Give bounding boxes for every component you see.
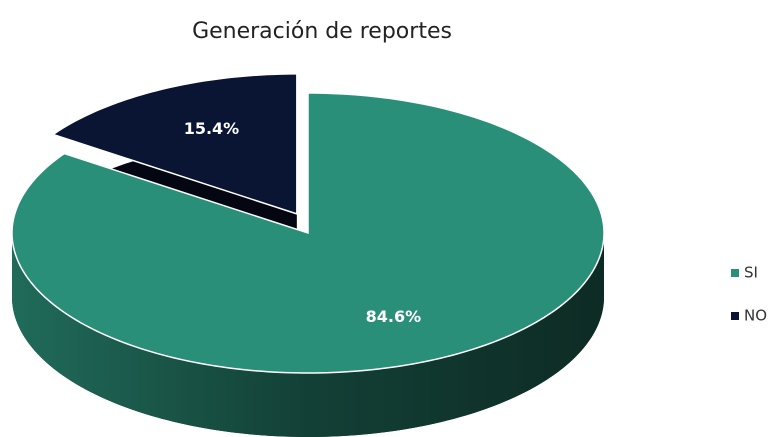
slice (51, 73, 298, 215)
legend-marker (731, 312, 739, 320)
data-label: 15.4% (184, 119, 240, 138)
legend-marker (731, 269, 739, 277)
legend-label: NO (744, 307, 767, 325)
data-label: 84.6% (366, 307, 422, 326)
legend-label: SI (744, 264, 758, 282)
chart-title: Generación de reportes (192, 19, 452, 44)
slice (11, 92, 605, 374)
slice-side (12, 233, 604, 437)
